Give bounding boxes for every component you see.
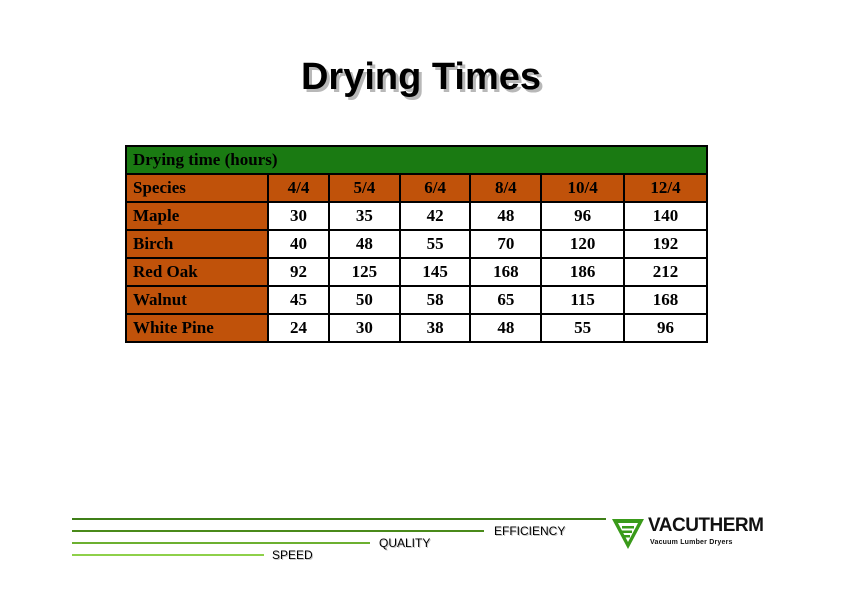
table-row: Maple 30 35 42 48 96 140 (125, 201, 708, 231)
table-cell: 48 (328, 229, 401, 259)
species-name: Walnut (125, 285, 269, 315)
logo-name: VACUTHERM (648, 515, 764, 536)
table-cell: 35 (328, 201, 401, 231)
drying-times-table: Drying time (hours) Species 4/4 5/4 6/4 … (125, 145, 708, 343)
table-row: Red Oak 92 125 145 168 186 212 (125, 257, 708, 287)
footer-label-speed: SPEED (272, 548, 313, 562)
table-cell: 45 (266, 285, 331, 315)
table-cell: 65 (469, 285, 543, 315)
table-header-row: Species 4/4 5/4 6/4 8/4 10/4 12/4 (125, 173, 708, 203)
footer-label-efficiency: EFFICIENCY (494, 524, 566, 538)
table-cell: 140 (623, 201, 708, 231)
footer-line-speed (72, 554, 264, 556)
table-cell: 125 (328, 257, 401, 287)
species-name: Red Oak (125, 257, 269, 287)
footer-line-top (72, 518, 606, 520)
table-cell: 192 (623, 229, 708, 259)
footer-line-quality (72, 542, 370, 544)
table-caption: Drying time (hours) (125, 145, 708, 175)
table-cell: 120 (540, 229, 626, 259)
column-header: 10/4 (540, 173, 626, 203)
table-cell: 92 (266, 257, 331, 287)
footer-line-efficiency (72, 530, 484, 532)
table-cell: 48 (469, 313, 543, 343)
table-row: Birch 40 48 55 70 120 192 (125, 229, 708, 259)
column-header: 6/4 (398, 173, 472, 203)
table-cell: 55 (398, 229, 472, 259)
species-name: Maple (125, 201, 269, 231)
table-cell: 58 (398, 285, 472, 315)
table-cell: 145 (398, 257, 472, 287)
table-cell: 42 (398, 201, 472, 231)
table-cell: 55 (540, 313, 626, 343)
table-cell: 70 (469, 229, 543, 259)
table-cell: 50 (328, 285, 401, 315)
table-cell: 24 (266, 313, 331, 343)
table-cell: 40 (266, 229, 331, 259)
column-header: 5/4 (328, 173, 401, 203)
table-cell: 115 (540, 285, 626, 315)
species-column-header: Species (125, 173, 269, 203)
column-header: 12/4 (623, 173, 708, 203)
table-cell: 168 (469, 257, 543, 287)
column-header: 8/4 (469, 173, 543, 203)
table-cell: 38 (398, 313, 472, 343)
species-name: White Pine (125, 313, 269, 343)
table-cell: 30 (266, 201, 331, 231)
table-row: White Pine 24 30 38 48 55 96 (125, 313, 708, 343)
vacutherm-logo-mark-icon (612, 519, 644, 549)
species-name: Birch (125, 229, 269, 259)
column-header: 4/4 (266, 173, 331, 203)
table-cell: 48 (469, 201, 543, 231)
table-cell: 168 (623, 285, 708, 315)
table-cell: 96 (540, 201, 626, 231)
table-cell: 30 (328, 313, 401, 343)
table-cell: 212 (623, 257, 708, 287)
table-cell: 96 (623, 313, 708, 343)
logo-tagline: Vacuum Lumber Dryers (650, 539, 733, 546)
footer-label-quality: QUALITY (379, 536, 431, 550)
slide-title: Drying Times (300, 56, 542, 98)
table-cell: 186 (540, 257, 626, 287)
table-caption-row: Drying time (hours) (125, 145, 708, 175)
table-row: Walnut 45 50 58 65 115 168 (125, 285, 708, 315)
vacutherm-logo: VACUTHERM Vacuum Lumber Dryers (610, 515, 770, 555)
